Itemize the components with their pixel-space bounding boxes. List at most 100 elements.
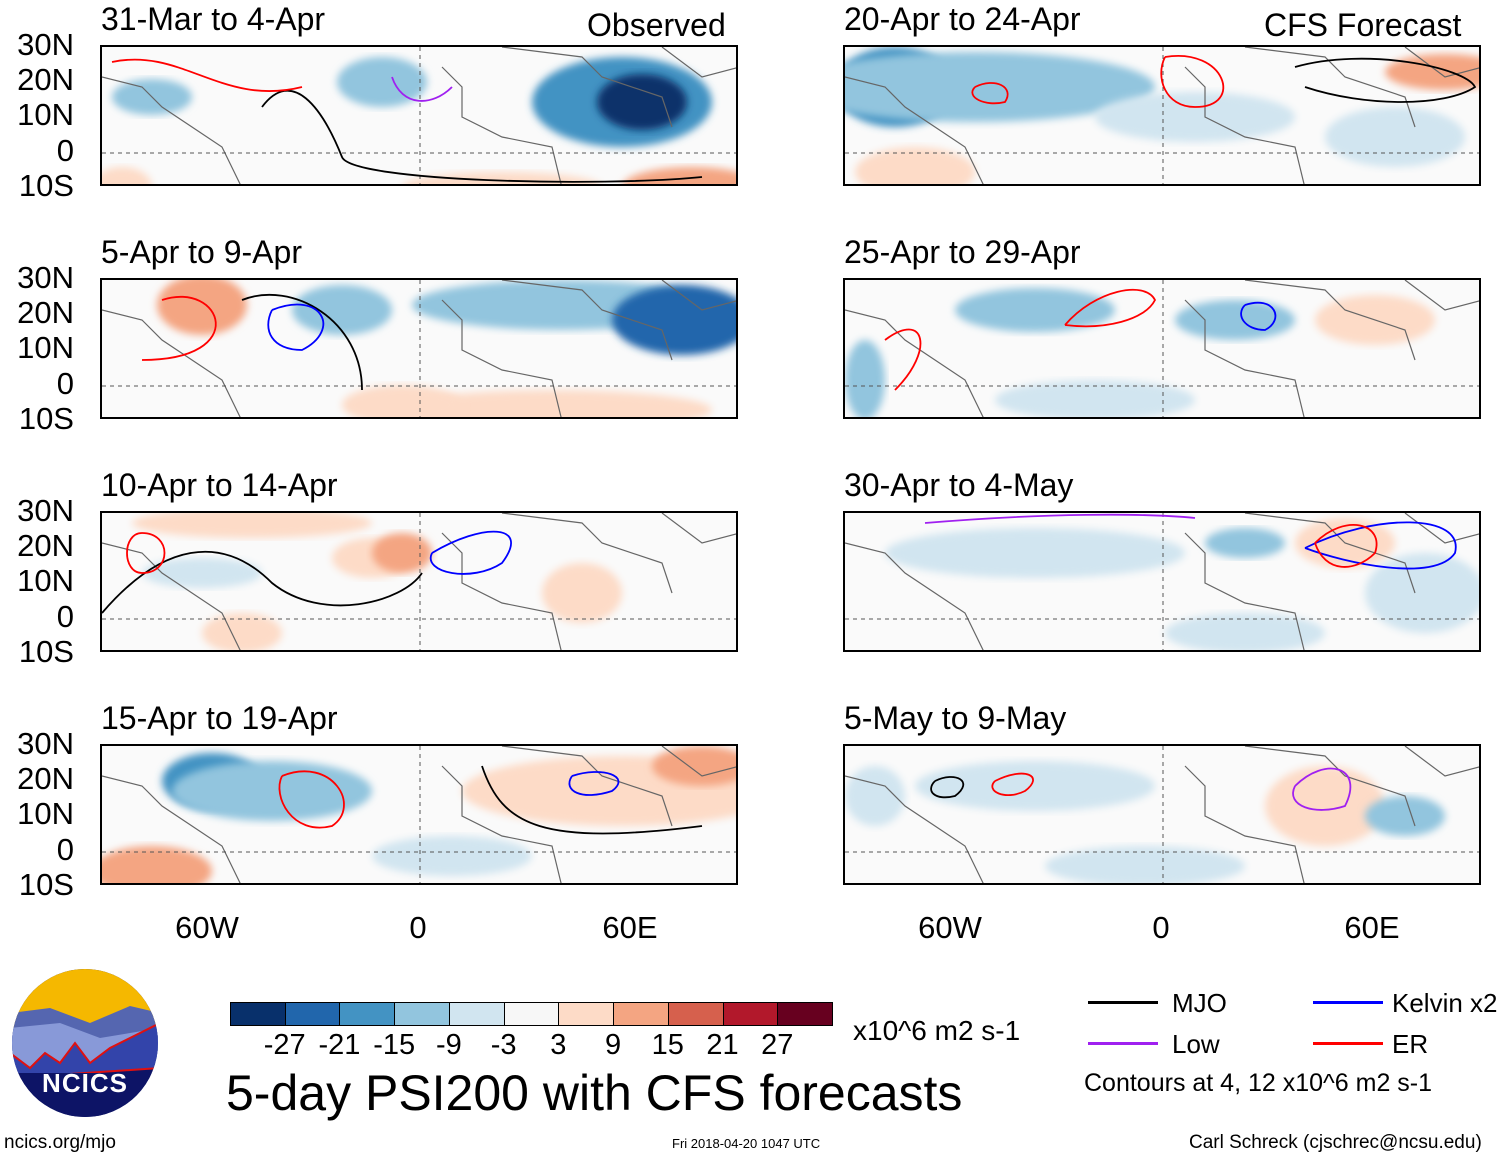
wave-contour	[126, 532, 166, 574]
colorbar-label: -21	[318, 1029, 361, 1061]
anomaly-shading	[102, 846, 212, 883]
colorbar-swatch	[667, 1002, 724, 1026]
colorbar-swatch	[503, 1002, 560, 1026]
wave-contour	[930, 776, 965, 799]
lon-label: 60W	[175, 910, 239, 945]
wave-contour	[1304, 521, 1457, 570]
colorbar-swatch	[448, 1002, 505, 1026]
legend-label: MJO	[1172, 988, 1227, 1018]
anomaly-shading	[202, 613, 282, 650]
colorbar-label: -15	[373, 1029, 416, 1061]
lat-label: 30N	[17, 726, 74, 761]
anomaly-shading	[392, 390, 712, 417]
wave-contour	[971, 82, 1009, 105]
anomaly-shading	[1095, 92, 1295, 142]
anomaly-shading	[1165, 613, 1325, 650]
wave-contour	[481, 765, 703, 835]
anomaly-shading	[845, 766, 905, 826]
coastline	[102, 47, 736, 184]
anomaly-shading	[885, 528, 1185, 578]
lat-label: 10N	[17, 330, 74, 365]
lon-label: 60W	[918, 910, 982, 945]
wave-contour	[429, 530, 512, 575]
lat-label: 0	[56, 133, 74, 168]
lat-label: 0	[56, 599, 74, 634]
map-panel-forecast-3	[843, 511, 1481, 652]
anomaly-shading	[102, 167, 152, 184]
colorbar-label: 15	[651, 1029, 684, 1061]
anomaly-shading	[157, 280, 247, 335]
map-panel-forecast-2	[843, 278, 1481, 419]
colorbar-label: 21	[706, 1029, 739, 1061]
wave-contour	[267, 303, 325, 351]
colorbar-swatch	[339, 1002, 396, 1026]
panel-title: 5-May to 9-May	[844, 700, 1067, 736]
anomaly-shading	[142, 558, 262, 588]
lat-label: 10S	[18, 867, 74, 902]
author-credit: Carl Schreck (cjschrec@ncsu.edu)	[1189, 1132, 1482, 1153]
legend-er-line	[1313, 1042, 1383, 1045]
wave-contour	[391, 76, 453, 102]
anomaly-shading	[652, 746, 736, 786]
coastline	[102, 746, 736, 883]
anomaly-shading	[132, 513, 372, 538]
anomaly-shading	[342, 385, 462, 417]
anomaly-shading	[915, 761, 1155, 811]
timestamp: Fri 2018-04-20 1047 UTC	[672, 1136, 821, 1151]
anomaly-shading	[1265, 766, 1385, 846]
anomaly-shading	[995, 380, 1195, 417]
map-shading	[845, 280, 1479, 417]
anomaly-shading	[404, 172, 600, 184]
coastline	[845, 513, 1479, 650]
coastline	[845, 746, 1479, 883]
map-shading	[102, 746, 736, 883]
lat-label: 30N	[17, 27, 74, 62]
anomaly-shading	[372, 836, 532, 876]
lat-label: 10S	[18, 168, 74, 203]
colorbar-label: 27	[761, 1029, 794, 1061]
lon-label: 0	[1152, 910, 1170, 945]
lon-label: 60E	[1344, 910, 1400, 945]
anomaly-shading	[845, 340, 885, 417]
map-shading	[102, 513, 736, 650]
lat-label: 10S	[18, 401, 74, 436]
anomaly-shading	[597, 74, 687, 130]
legend-kelvin-line	[1313, 1001, 1383, 1004]
map-panel-observed-2	[100, 278, 738, 419]
anomaly-shading	[1205, 528, 1285, 558]
anomaly-shading	[855, 147, 975, 184]
panel-title: 5-Apr to 9-Apr	[101, 234, 302, 270]
lat-label: 0	[56, 832, 74, 867]
lat-label: 30N	[17, 260, 74, 295]
lat-label: 20N	[17, 62, 74, 97]
wave-contour	[1064, 288, 1157, 328]
wave-contour	[102, 550, 423, 614]
colorbar-swatch	[777, 1002, 833, 1026]
anomaly-shading	[612, 285, 736, 355]
panel-title: 25-Apr to 29-Apr	[844, 234, 1081, 270]
wave-contour	[1314, 524, 1378, 568]
wave-contour	[278, 770, 345, 829]
map-shading	[102, 47, 736, 184]
lat-label: 30N	[17, 493, 74, 528]
anomaly-shading	[292, 285, 392, 335]
coastline	[845, 47, 1479, 184]
anomaly-shading	[1385, 54, 1479, 90]
lat-label: 10N	[17, 563, 74, 598]
wave-contour	[568, 771, 620, 796]
lat-label: 10N	[17, 97, 74, 132]
anomaly-shading	[1365, 796, 1445, 836]
anomaly-shading	[1325, 107, 1465, 167]
forecast-label: CFS Forecast	[1264, 7, 1462, 43]
coastline	[102, 280, 736, 417]
lat-label: 0	[56, 366, 74, 401]
anomaly-shading	[337, 57, 427, 107]
panel-title: 30-Apr to 4-May	[844, 467, 1074, 503]
lat-label: 20N	[17, 295, 74, 330]
colorbar-label: 3	[550, 1029, 567, 1061]
wave-contour	[1294, 57, 1477, 103]
source-url[interactable]: ncics.org/mjo	[4, 1132, 116, 1153]
legend-label: Low	[1172, 1029, 1220, 1059]
units-label: x10^6 m2 s-1	[853, 1015, 1021, 1046]
anomaly-shading	[845, 52, 1155, 122]
